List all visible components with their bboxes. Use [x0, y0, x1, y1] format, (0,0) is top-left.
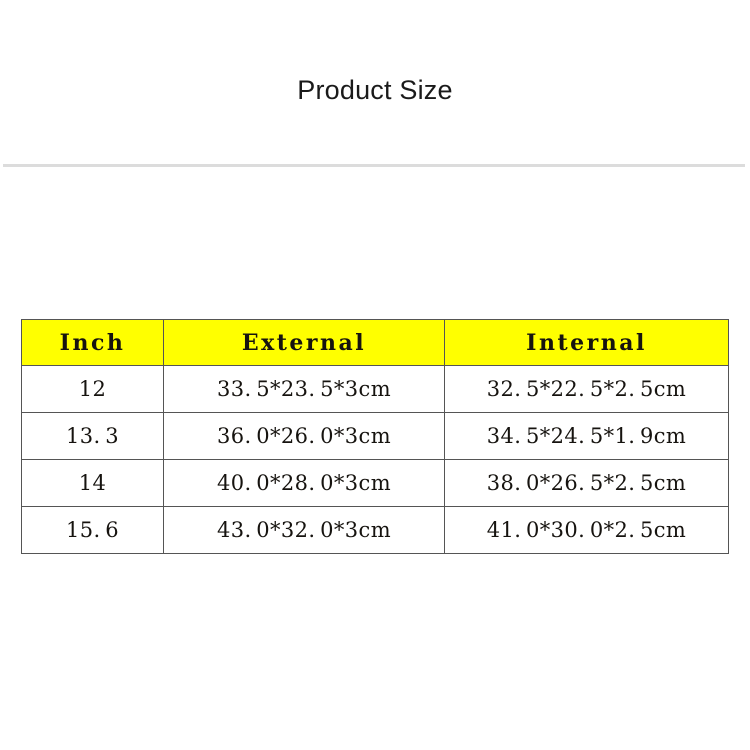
column-header-internal: Internal [444, 319, 729, 366]
table-cell-external: 40.0*28.0*3cm [163, 459, 445, 507]
table-row: 13.3 36.0*26.0*3cm 34.5*24.5*1.9cm [21, 412, 729, 460]
table-cell-internal: 38.0*26.5*2.5cm [444, 459, 729, 507]
table-cell-inch: 15.6 [21, 506, 164, 554]
table-cell-internal: 32.5*22.5*2.5cm [444, 365, 729, 413]
table-cell-inch: 13.3 [21, 412, 164, 460]
page-title: Product Size [297, 75, 453, 105]
table-body: 12 33.5*23.5*3cm 32.5*22.5*2.5cm 13.3 36.0*2… [21, 365, 729, 554]
table-cell-internal: 41.0*30.0*2.5cm [444, 506, 729, 554]
table-cell-external: 33.5*23.5*3cm [163, 365, 445, 413]
column-header-inch: Inch [21, 319, 164, 366]
title-divider [3, 164, 745, 167]
table-cell-inch: 14 [21, 459, 164, 507]
table-cell-internal: 34.5*24.5*1.9cm [444, 412, 729, 460]
table-row: 15.6 43.0*32.0*3cm 41.0*30.0*2.5cm [21, 506, 729, 554]
table-cell-external: 43.0*32.0*3cm [163, 506, 445, 554]
table-cell-inch: 12 [21, 365, 164, 413]
table-header: Inch External Internal [21, 319, 729, 366]
product-size-table-container: Inch External Internal 12 33.5*23.5*3cm 32… [21, 319, 729, 554]
table-cell-external: 36.0*26.0*3cm [163, 412, 445, 460]
table-header-row: Inch External Internal [21, 319, 729, 366]
product-size-table: Inch External Internal 12 33.5*23.5*3cm 32… [21, 319, 729, 554]
column-header-external: External [163, 319, 445, 366]
table-row: 12 33.5*23.5*3cm 32.5*22.5*2.5cm [21, 365, 729, 413]
table-row: 14 40.0*28.0*3cm 38.0*26.5*2.5cm [21, 459, 729, 507]
